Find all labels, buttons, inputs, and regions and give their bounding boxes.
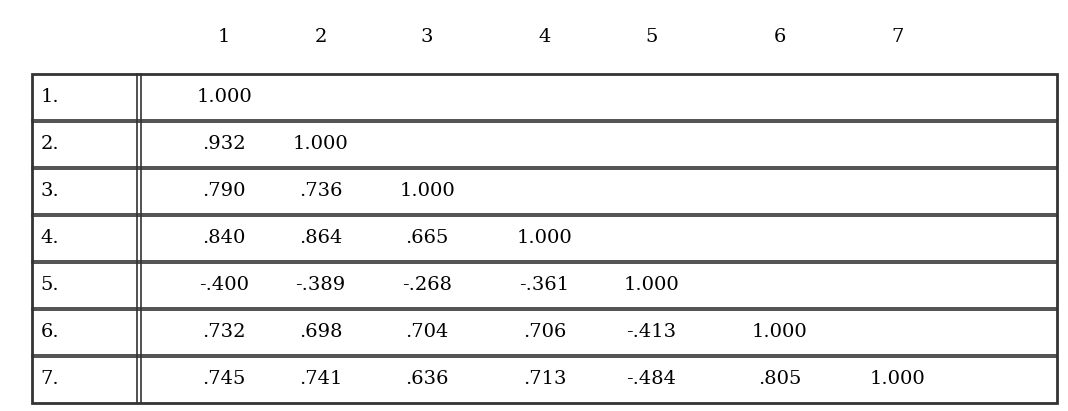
Text: .665: .665 — [406, 229, 449, 247]
Text: 1: 1 — [218, 28, 231, 46]
Text: 3: 3 — [421, 28, 434, 46]
Text: 4: 4 — [538, 28, 551, 46]
Text: .698: .698 — [299, 323, 342, 341]
Text: 1.000: 1.000 — [752, 323, 807, 341]
Text: 7.: 7. — [41, 370, 59, 388]
Text: .736: .736 — [299, 182, 342, 201]
Text: .741: .741 — [299, 370, 342, 388]
Text: .732: .732 — [203, 323, 246, 341]
Text: -.400: -.400 — [200, 276, 249, 294]
Text: -.389: -.389 — [295, 276, 346, 294]
Text: .840: .840 — [203, 229, 246, 247]
Text: 1.000: 1.000 — [399, 182, 455, 201]
Text: .704: .704 — [406, 323, 449, 341]
Text: .790: .790 — [203, 182, 246, 201]
Text: 3.: 3. — [41, 182, 60, 201]
Text: .805: .805 — [758, 370, 801, 388]
Text: 1.000: 1.000 — [197, 88, 252, 106]
Text: .706: .706 — [523, 323, 566, 341]
Text: 6.: 6. — [41, 323, 59, 341]
Text: 1.000: 1.000 — [293, 136, 348, 153]
Text: 1.000: 1.000 — [624, 276, 679, 294]
Text: .713: .713 — [523, 370, 566, 388]
Bar — [32, 74, 1057, 403]
Text: .636: .636 — [406, 370, 449, 388]
Text: -.361: -.361 — [520, 276, 569, 294]
Text: 1.: 1. — [41, 88, 59, 106]
Text: 5: 5 — [645, 28, 658, 46]
Text: .864: .864 — [299, 229, 342, 247]
Text: 2.: 2. — [41, 136, 59, 153]
Text: 1.000: 1.000 — [869, 370, 925, 388]
Text: 6: 6 — [773, 28, 786, 46]
Text: 4.: 4. — [41, 229, 59, 247]
Text: -.413: -.413 — [627, 323, 676, 341]
Text: 5.: 5. — [41, 276, 59, 294]
Text: .745: .745 — [203, 370, 246, 388]
Text: 2: 2 — [314, 28, 327, 46]
Text: 7: 7 — [891, 28, 904, 46]
Text: 1.000: 1.000 — [517, 229, 572, 247]
Text: .932: .932 — [203, 136, 246, 153]
Text: -.268: -.268 — [403, 276, 452, 294]
Text: -.484: -.484 — [627, 370, 676, 388]
